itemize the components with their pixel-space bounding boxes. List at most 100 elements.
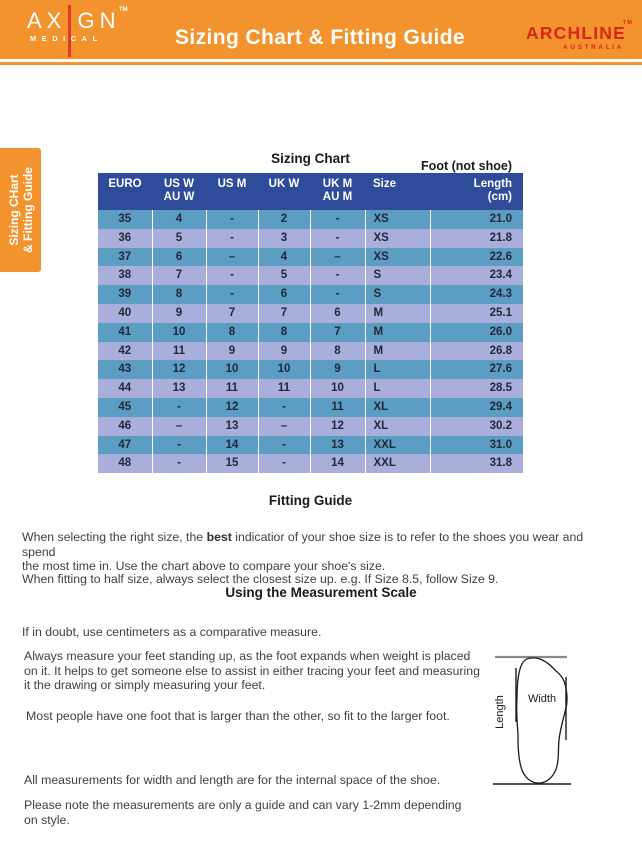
cell: 7 [310, 322, 366, 342]
page-title: Sizing Chart & Fitting Guide [174, 26, 465, 49]
header-rule [0, 62, 642, 65]
fitting-guide-paragraph-2: When fitting to half size, always select… [22, 572, 499, 587]
header-text: EURO [108, 178, 142, 190]
cell: XS [365, 247, 431, 267]
measurement-paragraph-4: All measurements for width and length ar… [24, 773, 441, 788]
cell: S [365, 266, 431, 286]
side-tab-line2: & Fitting Guide [20, 167, 35, 253]
side-tab-line1: Sizing CHart [6, 174, 21, 246]
cell: 21.8 [430, 228, 523, 248]
fitting-guide-title: Fitting Guide [268, 493, 353, 508]
cell: - [310, 285, 366, 304]
cell: 46 [98, 416, 153, 436]
cell: 40 [98, 303, 153, 323]
axign-red-line-icon [68, 5, 71, 57]
cell: 5 [152, 228, 207, 248]
text: When selecting the right size, the [22, 530, 207, 545]
cell: - [258, 454, 311, 474]
cell: - [152, 435, 207, 455]
cell: 26.0 [430, 322, 523, 342]
column-header-us-w: US W AU W [152, 173, 206, 210]
table-row: 37 6–4– XS 22.6 [98, 247, 523, 267]
cell: 8 [258, 322, 311, 342]
cell: - [258, 435, 311, 455]
cell: 36 [98, 228, 153, 248]
paragraph-line: on style. [24, 812, 70, 827]
table-row: 45-12-11 XL 29.4 [98, 397, 523, 417]
cell: 11 [258, 379, 311, 398]
cell: 12 [310, 416, 366, 436]
cell: 24.3 [430, 285, 523, 304]
table-row: 35 4-2- XS 21.0 [98, 210, 523, 229]
cell: 47 [98, 435, 153, 455]
cell: 31.0 [430, 435, 523, 455]
cell: - [310, 228, 366, 248]
cell: – [310, 247, 366, 267]
measurement-paragraph-2: Always measure your feet standing up, as… [24, 649, 494, 693]
header-text: UK W [268, 178, 300, 190]
cell: XL [365, 397, 431, 417]
cell: 6 [258, 285, 311, 304]
cell: 6 [310, 303, 366, 323]
cell: 13 [310, 435, 366, 455]
cell: 7 [152, 266, 207, 286]
cell: - [310, 266, 366, 286]
measurement-paragraph-1: If in doubt, use centimeters as a compar… [22, 625, 322, 640]
foot-diagram: Length Width [486, 648, 642, 793]
cell: - [206, 285, 259, 304]
table-row: 41 10 8 8 7 M 26.0 [98, 322, 523, 342]
cell: 41 [98, 322, 153, 342]
cell: 2 [258, 210, 311, 229]
header-text: US W [163, 178, 195, 190]
cell: 9 [206, 341, 259, 361]
axign-wordmark: AXIGN [27, 8, 121, 33]
cell: 37 [98, 247, 153, 267]
cell: 5 [258, 266, 311, 286]
cell: 13 [206, 416, 259, 436]
cell: 6 [152, 247, 207, 267]
cell: 27.6 [430, 360, 523, 380]
table-row: 39 8-6- S 24.3 [98, 285, 523, 304]
cell: – [152, 416, 207, 436]
foot-not-shoe-label: Foot (not shoe) [421, 159, 512, 173]
cell: XXL [365, 454, 431, 474]
archline-australia-label: AUSTRALIA [563, 44, 624, 51]
cell: - [206, 210, 259, 229]
cell: 39 [98, 285, 153, 304]
axign-medical-label: MEDICAL [30, 34, 103, 43]
foot-outline [515, 657, 568, 784]
archline-trademark-symbol: TM [622, 20, 633, 26]
cell: 4 [258, 247, 311, 267]
cell: 28.5 [430, 379, 523, 398]
sizing-table: EURO US W AU W US M UK W UK M AU M Size Le… [98, 173, 523, 474]
cell: 31.8 [430, 454, 523, 474]
cell: - [152, 397, 207, 417]
cell: - [258, 397, 311, 417]
cell: - [310, 210, 366, 229]
cell: 43 [98, 360, 153, 380]
cell: 8 [310, 341, 366, 361]
cell: - [152, 454, 207, 474]
header-text: Size [373, 178, 397, 190]
text: indicatior of your shoe size is to refer… [22, 530, 584, 559]
column-header-uk-m: UK M AU M [310, 173, 365, 210]
header-text: UK M [322, 178, 353, 190]
measurement-scale-title: Using the Measurement Scale [225, 585, 417, 600]
paragraph-line: Always measure your feet standing up, as… [24, 649, 471, 664]
table-row: 40 9 7 7 6 M 25.1 [98, 303, 523, 323]
table-row: 46–13–12 XL 30.2 [98, 416, 523, 436]
paragraph-line: on it. It helps to get someone else to a… [24, 663, 480, 678]
table-row: 36 5-3- XS 21.8 [98, 228, 523, 248]
cell: 48 [98, 454, 153, 474]
cell: 9 [258, 341, 311, 361]
column-header-length: Length (cm) [430, 173, 523, 210]
paragraph-line: When selecting the right size, the best … [22, 530, 612, 559]
side-tab: Sizing CHart & Fitting Guide [0, 148, 41, 272]
table-row: 38 7-5- S 23.4 [98, 266, 523, 286]
cell: 8 [152, 285, 207, 304]
cell: 7 [206, 303, 259, 323]
cell: 10 [310, 379, 366, 398]
cell: - [206, 228, 259, 248]
cell: M [365, 341, 431, 361]
sizing-table-body: 35 4-2- XS 21.0 36 5-3- XS 21.8 37 6–4– XS 22.6 38 7-… [98, 210, 523, 474]
